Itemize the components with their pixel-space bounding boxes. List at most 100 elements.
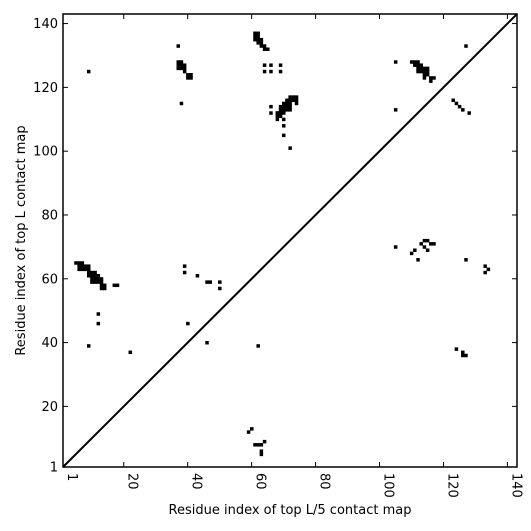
contact-cell [486,267,491,272]
contact-cell [86,69,91,74]
contact-cell [262,63,267,67]
contact-cell [99,283,104,288]
contact-cell [102,286,107,291]
contact-cell [176,63,180,67]
contact-cell [86,344,91,348]
contact-cell [259,44,264,48]
contact-cell [86,267,91,272]
contact-cell [269,63,273,67]
contact-cell [259,449,264,453]
y-tick-label: 1 [50,461,58,476]
contact-cell [429,76,433,80]
plot-frame [62,13,518,468]
contact-cell [102,283,107,288]
contact-cell [454,347,459,351]
contact-cell [128,350,133,355]
contact-cell [186,76,190,80]
contact-cell [393,60,398,64]
contact-cell [282,133,286,138]
contact-cell [269,69,273,74]
contact-cell [176,66,180,71]
contact-cell [282,108,286,112]
contact-cell [422,66,427,71]
y-axis-label: Residue index of top L contact map [14,125,29,355]
y-tick-label: 100 [33,145,58,160]
contact-cell [93,280,97,284]
contact-cell [262,47,267,51]
contact-cell [419,66,423,71]
contact-cell [96,321,101,326]
contact-cell [99,277,104,281]
contact-cell [409,60,414,64]
contact-cell [464,258,468,262]
contact-cell [83,267,88,272]
contact-cell [413,63,417,67]
contact-cell [275,117,280,122]
contact-cell [461,350,465,355]
y-tick-label: 120 [33,81,58,96]
x-tick-label: 60 [253,473,268,490]
contact-cell [96,312,101,316]
contact-cell [393,108,398,112]
contact-cell [413,60,417,64]
contact-cell [74,261,78,265]
contact-cell [182,270,187,275]
contact-cell [275,111,280,115]
contact-cell [288,95,292,99]
contact-cell [86,270,91,275]
contact-cell [294,101,299,106]
contact-cell [99,286,104,291]
contact-cell [179,63,184,67]
contact-cell [93,277,97,281]
contact-cell [416,60,420,64]
contact-cell [419,63,423,67]
y-tick-label: 20 [41,400,58,415]
contact-cell [425,248,430,252]
contact-cell [269,104,273,109]
contact-cell [83,264,88,268]
x-tick-label: 1 [64,473,79,481]
y-tick-label: 60 [41,272,58,287]
contact-cell [93,270,97,275]
contact-cell [99,280,104,284]
contact-cell [259,41,264,45]
contact-cell [282,111,286,115]
contact-cell [461,108,465,112]
contact-cell [218,286,222,291]
contact-cell [285,98,289,103]
contact-cell [416,258,420,262]
contact-cell [467,111,471,115]
contact-cell [451,98,455,103]
x-tick-label: 100 [381,473,396,498]
contact-cell [179,66,184,71]
contact-cell [77,264,81,268]
contact-cell [90,270,94,275]
x-tick-label: 140 [508,473,523,498]
contact-cell [294,95,299,99]
contact-cell [429,79,433,83]
contact-cell [262,44,267,48]
contact-cell [259,443,264,447]
contact-cell [96,280,101,284]
contact-cell [409,251,414,256]
diagonal-line [62,13,518,468]
contact-cell [80,261,85,265]
contact-cell [182,66,187,71]
contact-cell [253,443,257,447]
contact-cell [90,277,94,281]
contact-cell [253,37,257,42]
x-tick-label: 20 [125,473,140,490]
contact-cell [288,104,292,109]
contact-cell [282,117,286,122]
contact-cell [77,261,81,265]
contact-cell [246,430,251,434]
contact-cell [256,31,260,36]
contact-cell [96,277,101,281]
contact-cell [291,95,296,99]
contact-cell [464,44,468,48]
contact-cell [285,104,289,109]
contact-cell [464,353,468,358]
contact-cell [93,273,97,278]
contact-cell [112,283,117,288]
